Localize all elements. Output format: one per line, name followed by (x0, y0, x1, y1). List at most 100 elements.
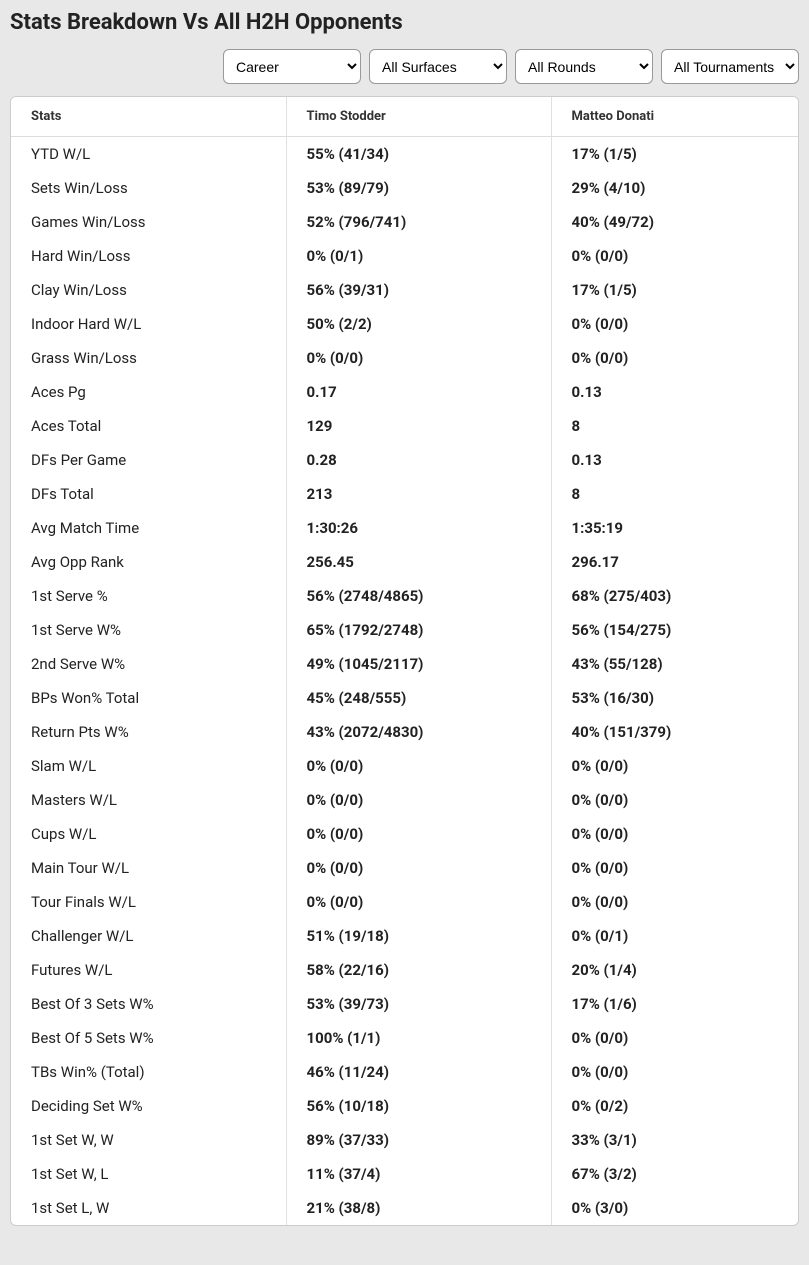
stat-label: Masters W/L (11, 783, 286, 817)
stat-label: 1st Set L, W (11, 1191, 286, 1225)
table-row: Masters W/L0% (0/0)0% (0/0) (11, 783, 798, 817)
col-header-player2: Matteo Donati (551, 97, 798, 137)
stat-value-player1: 100% (1/1) (286, 1021, 551, 1055)
stat-value-player1: 0% (0/0) (286, 783, 551, 817)
table-row: Avg Opp Rank256.45296.17 (11, 545, 798, 579)
table-row: DFs Per Game0.280.13 (11, 443, 798, 477)
table-row: Tour Finals W/L0% (0/0)0% (0/0) (11, 885, 798, 919)
stat-value-player2: 40% (151/379) (551, 715, 798, 749)
stat-value-player1: 213 (286, 477, 551, 511)
stat-label: Clay Win/Loss (11, 273, 286, 307)
filter-tournament[interactable]: All Tournaments (661, 49, 799, 84)
stat-label: Tour Finals W/L (11, 885, 286, 919)
table-row: BPs Won% Total45% (248/555)53% (16/30) (11, 681, 798, 715)
table-row: Best Of 5 Sets W%100% (1/1)0% (0/0) (11, 1021, 798, 1055)
stat-label: 1st Set W, W (11, 1123, 286, 1157)
stats-table-container: Stats Timo Stodder Matteo Donati YTD W/L… (10, 96, 799, 1226)
table-row: Slam W/L0% (0/0)0% (0/0) (11, 749, 798, 783)
stat-value-player1: 256.45 (286, 545, 551, 579)
table-row: Sets Win/Loss53% (89/79)29% (4/10) (11, 171, 798, 205)
stat-value-player1: 45% (248/555) (286, 681, 551, 715)
stats-table: Stats Timo Stodder Matteo Donati YTD W/L… (11, 97, 798, 1225)
stat-value-player1: 0.17 (286, 375, 551, 409)
stat-label: Aces Total (11, 409, 286, 443)
table-row: Hard Win/Loss0% (0/1)0% (0/0) (11, 239, 798, 273)
stat-value-player1: 56% (10/18) (286, 1089, 551, 1123)
filter-surface[interactable]: All Surfaces (369, 49, 507, 84)
stat-label: 1st Set W, L (11, 1157, 286, 1191)
filter-bar: Career All Surfaces All Rounds All Tourn… (10, 49, 799, 84)
stat-value-player1: 55% (41/34) (286, 137, 551, 172)
stat-value-player2: 43% (55/128) (551, 647, 798, 681)
stat-value-player1: 0.28 (286, 443, 551, 477)
stat-value-player2: 8 (551, 409, 798, 443)
stat-value-player2: 0% (0/0) (551, 817, 798, 851)
stat-label: 1st Serve W% (11, 613, 286, 647)
stat-label: Slam W/L (11, 749, 286, 783)
stat-label: Return Pts W% (11, 715, 286, 749)
stat-value-player2: 0% (0/0) (551, 239, 798, 273)
stat-label: Games Win/Loss (11, 205, 286, 239)
table-row: 1st Set W, L11% (37/4)67% (3/2) (11, 1157, 798, 1191)
table-row: YTD W/L55% (41/34)17% (1/5) (11, 137, 798, 172)
stat-value-player1: 53% (39/73) (286, 987, 551, 1021)
stat-value-player2: 53% (16/30) (551, 681, 798, 715)
stat-value-player2: 0.13 (551, 375, 798, 409)
stat-value-player2: 0% (0/0) (551, 851, 798, 885)
stat-value-player1: 0% (0/0) (286, 341, 551, 375)
stat-label: DFs Total (11, 477, 286, 511)
stat-value-player1: 46% (11/24) (286, 1055, 551, 1089)
page-title: Stats Breakdown Vs All H2H Opponents (10, 10, 799, 35)
stat-value-player1: 50% (2/2) (286, 307, 551, 341)
stat-value-player1: 51% (19/18) (286, 919, 551, 953)
table-row: Main Tour W/L0% (0/0)0% (0/0) (11, 851, 798, 885)
table-row: 1st Serve %56% (2748/4865)68% (275/403) (11, 579, 798, 613)
stat-value-player1: 0% (0/1) (286, 239, 551, 273)
stat-value-player2: 0.13 (551, 443, 798, 477)
filter-timeframe[interactable]: Career (223, 49, 361, 84)
table-row: DFs Total2138 (11, 477, 798, 511)
stat-value-player2: 68% (275/403) (551, 579, 798, 613)
stat-value-player2: 296.17 (551, 545, 798, 579)
stat-value-player1: 1:30:26 (286, 511, 551, 545)
stat-value-player2: 0% (3/0) (551, 1191, 798, 1225)
table-row: Aces Pg0.170.13 (11, 375, 798, 409)
stat-label: DFs Per Game (11, 443, 286, 477)
table-row: Return Pts W%43% (2072/4830)40% (151/379… (11, 715, 798, 749)
stat-label: TBs Win% (Total) (11, 1055, 286, 1089)
stat-value-player1: 56% (2748/4865) (286, 579, 551, 613)
stat-label: Best Of 3 Sets W% (11, 987, 286, 1021)
table-row: Challenger W/L51% (19/18)0% (0/1) (11, 919, 798, 953)
table-row: Futures W/L58% (22/16)20% (1/4) (11, 953, 798, 987)
stat-label: BPs Won% Total (11, 681, 286, 715)
stat-label: Cups W/L (11, 817, 286, 851)
table-row: Cups W/L0% (0/0)0% (0/0) (11, 817, 798, 851)
stat-label: Sets Win/Loss (11, 171, 286, 205)
col-header-stats: Stats (11, 97, 286, 137)
stat-label: Main Tour W/L (11, 851, 286, 885)
filter-round[interactable]: All Rounds (515, 49, 653, 84)
stat-label: Challenger W/L (11, 919, 286, 953)
stat-value-player2: 56% (154/275) (551, 613, 798, 647)
stat-label: Futures W/L (11, 953, 286, 987)
stat-value-player2: 0% (0/0) (551, 307, 798, 341)
table-row: 1st Serve W%65% (1792/2748)56% (154/275) (11, 613, 798, 647)
table-row: 2nd Serve W%49% (1045/2117)43% (55/128) (11, 647, 798, 681)
table-row: Best Of 3 Sets W%53% (39/73)17% (1/6) (11, 987, 798, 1021)
stat-value-player1: 56% (39/31) (286, 273, 551, 307)
stat-value-player2: 17% (1/5) (551, 137, 798, 172)
stat-label: YTD W/L (11, 137, 286, 172)
stat-value-player1: 65% (1792/2748) (286, 613, 551, 647)
stat-label: Hard Win/Loss (11, 239, 286, 273)
stat-value-player2: 0% (0/0) (551, 885, 798, 919)
table-row: Avg Match Time1:30:261:35:19 (11, 511, 798, 545)
stat-value-player1: 52% (796/741) (286, 205, 551, 239)
table-row: Indoor Hard W/L50% (2/2)0% (0/0) (11, 307, 798, 341)
stat-label: Avg Match Time (11, 511, 286, 545)
stat-value-player1: 21% (38/8) (286, 1191, 551, 1225)
stat-value-player2: 0% (0/0) (551, 1055, 798, 1089)
stat-label: Deciding Set W% (11, 1089, 286, 1123)
table-row: Games Win/Loss52% (796/741)40% (49/72) (11, 205, 798, 239)
stat-value-player2: 8 (551, 477, 798, 511)
table-row: Aces Total1298 (11, 409, 798, 443)
